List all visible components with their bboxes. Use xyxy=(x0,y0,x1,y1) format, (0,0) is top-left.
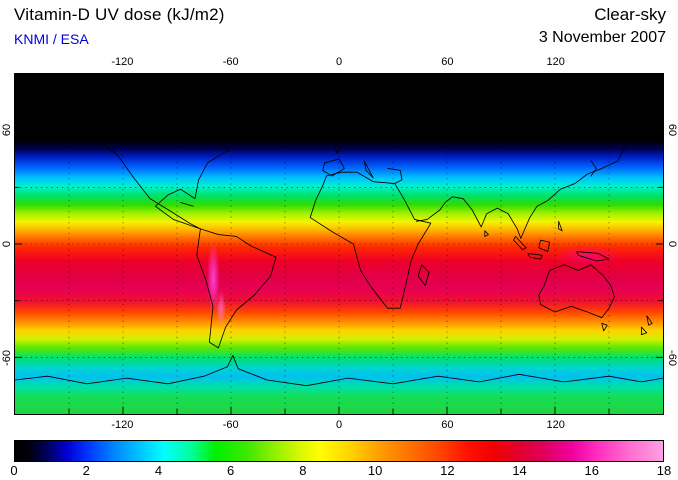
lon-tick-label: 120 xyxy=(546,419,565,431)
world-uv-heatmap xyxy=(14,73,664,415)
latitude-axis-right: 60 0 -60 xyxy=(665,73,678,415)
colorbar-tick-label: 10 xyxy=(367,463,383,478)
lon-tick-label: 120 xyxy=(546,56,565,68)
colorbar-tick-label: 18 xyxy=(656,463,672,478)
lon-tick-label: -60 xyxy=(222,56,239,68)
lon-tick-label: 60 xyxy=(441,56,454,68)
page-title: Vitamin-D UV dose (kJ/m2) xyxy=(14,5,225,24)
colorbar-tick-label: 6 xyxy=(227,463,235,478)
longitude-axis-bottom: -120 -60 0 60 120 xyxy=(14,419,664,433)
longitude-axis-top: -120 -60 0 60 120 xyxy=(14,56,664,70)
lon-tick-label: -120 xyxy=(111,419,134,431)
lat-tick-label: 60 xyxy=(0,123,13,137)
coastlines xyxy=(15,94,663,387)
colorbar-gradient xyxy=(14,440,664,462)
lon-tick-label: 60 xyxy=(441,419,454,431)
lat-lon-grid xyxy=(15,74,663,414)
lat-tick-label: 60 xyxy=(665,123,678,137)
lon-tick-label: 0 xyxy=(335,419,343,431)
colorbar-tick-label: 8 xyxy=(299,463,307,478)
colorbar-axis: 0 2 4 6 8 10 12 14 16 18 xyxy=(10,463,671,479)
colorbar-tick-label: 12 xyxy=(440,463,455,478)
latitude-axis-left: 60 0 -60 xyxy=(0,73,13,415)
lon-tick-label: -120 xyxy=(111,56,134,68)
sky-condition-label: Clear-sky xyxy=(594,5,666,24)
colorbar-tick-label: 0 xyxy=(10,463,18,478)
colorbar-tick-label: 2 xyxy=(82,463,90,478)
provider-label: KNMI / ESA xyxy=(14,31,89,47)
lat-tick-label: -60 xyxy=(665,350,678,366)
axis-ticks xyxy=(15,74,663,414)
colorbar-tick-label: 4 xyxy=(154,463,163,478)
lat-tick-label: 0 xyxy=(0,240,13,248)
lon-tick-label: -60 xyxy=(222,419,239,431)
colorbar-tick-label: 14 xyxy=(512,463,527,478)
map-overlay xyxy=(15,74,663,414)
lat-tick-label: -60 xyxy=(0,350,13,366)
lat-tick-label: 0 xyxy=(665,240,678,248)
lon-tick-label: 0 xyxy=(335,56,343,68)
colorbar-tick-label: 16 xyxy=(584,463,599,478)
date-label: 3 November 2007 xyxy=(538,29,666,46)
